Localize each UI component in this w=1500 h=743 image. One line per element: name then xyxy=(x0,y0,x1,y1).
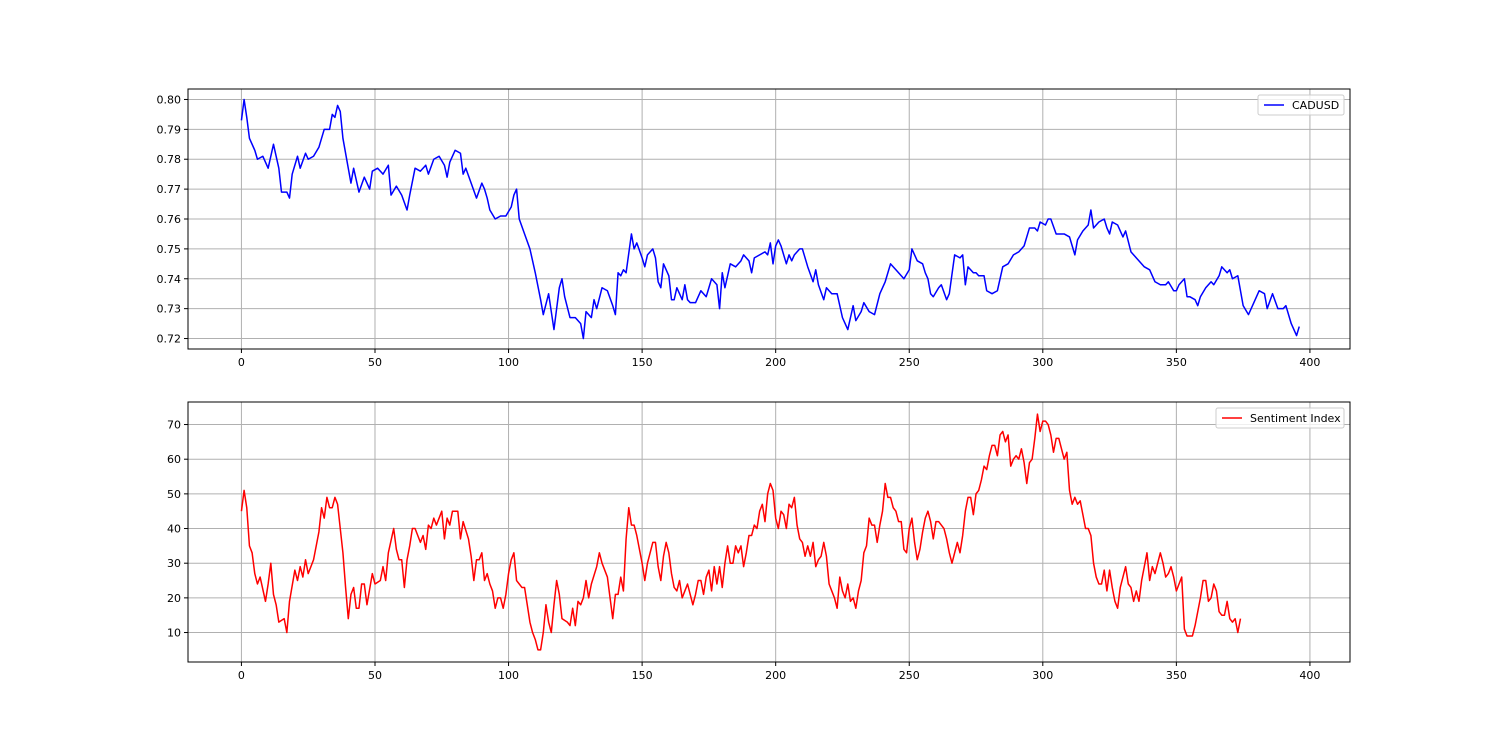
sentiment-xtick-label: 250 xyxy=(899,669,920,682)
sentiment-ytick-label: 60 xyxy=(167,453,181,466)
sentiment-xtick-label: 150 xyxy=(632,669,653,682)
sentiment-series-group xyxy=(240,413,1242,651)
cadusd-ytick-label: 0.72 xyxy=(157,333,182,346)
sentiment-ytick-label: 70 xyxy=(167,419,181,432)
cadusd-ytick-label: 0.75 xyxy=(157,243,182,256)
cadusd-ytick-label: 0.77 xyxy=(157,183,182,196)
cadusd-xtick-label: 200 xyxy=(765,356,786,369)
sentiment-legend-box xyxy=(1215,407,1345,429)
sentiment-xtick-label: 200 xyxy=(765,669,786,682)
sentiment-xtick-label: 400 xyxy=(1299,669,1320,682)
sentiment-ytick-label: 40 xyxy=(167,523,181,536)
sentiment-series-line xyxy=(240,413,1242,651)
cadusd-ytick-label: 0.76 xyxy=(157,213,182,226)
cadusd-legend-box xyxy=(1257,94,1345,116)
cadusd-xtick-label: 250 xyxy=(899,356,920,369)
sentiment-legend-label: Sentiment Index xyxy=(1250,412,1341,425)
cadusd-xtick-label: 100 xyxy=(498,356,519,369)
cadusd-ytick-label: 0.80 xyxy=(157,93,182,106)
cadusd-ytick-label: 0.78 xyxy=(157,153,182,166)
sentiment-ytick-label: 20 xyxy=(167,592,181,605)
sentiment-grid xyxy=(188,402,1350,662)
cadusd-xtick-label: 150 xyxy=(632,356,653,369)
sentiment-xtick-label: 300 xyxy=(1032,669,1053,682)
cadusd-ytick-label: 0.73 xyxy=(157,303,182,316)
cadusd-series-group xyxy=(240,98,1300,340)
cadusd-xtick-label: 350 xyxy=(1166,356,1187,369)
cadusd-legend-label: CADUSD xyxy=(1292,99,1339,112)
sentiment-ytick-label: 50 xyxy=(167,488,181,501)
sentiment-xtick-label: 50 xyxy=(368,669,382,682)
cadusd-chart: 0 50 100 150 200 250 300 350 400 0.72 0.73 0.74 0.75… xyxy=(157,88,1351,369)
sentiment-ytick-label: 10 xyxy=(167,627,181,640)
sentiment-xtick-label: 100 xyxy=(498,669,519,682)
cadusd-ytick-label: 0.79 xyxy=(157,123,182,136)
sentiment-ticks: 0 50 100 150 200 250 300 350 400 10 20 30 40 50 60 70 xyxy=(167,419,1320,682)
cadusd-xtick-label: 50 xyxy=(368,356,382,369)
sentiment-legend: Sentiment Index xyxy=(1215,407,1345,429)
cadusd-ticks: 0 50 100 150 200 250 300 350 400 0.72 0.73 0.74 0.75… xyxy=(157,93,1321,369)
sentiment-axes-frame xyxy=(187,401,1351,663)
cadusd-xtick-label: 400 xyxy=(1299,356,1320,369)
cadusd-xtick-label: 300 xyxy=(1032,356,1053,369)
sentiment-chart: 0 50 100 150 200 250 300 350 400 10 20 30 40 50 60 70 S… xyxy=(167,401,1351,682)
sentiment-xtick-label: 350 xyxy=(1166,669,1187,682)
sentiment-xtick-label: 0 xyxy=(238,669,245,682)
sentiment-ytick-label: 30 xyxy=(167,557,181,570)
cadusd-xtick-label: 0 xyxy=(238,356,245,369)
cadusd-grid xyxy=(188,89,1350,349)
cadusd-legend: CADUSD xyxy=(1257,94,1345,116)
cadusd-series-line xyxy=(240,98,1300,340)
cadusd-ytick-label: 0.74 xyxy=(157,273,182,286)
